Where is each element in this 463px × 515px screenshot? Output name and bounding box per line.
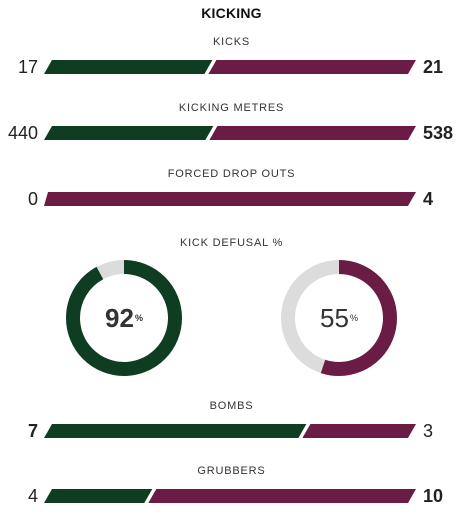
stat-label: KICKING METRES <box>178 102 285 114</box>
bar-svg <box>44 489 416 503</box>
donut-ring <box>281 260 397 376</box>
percent-number: 55 <box>320 302 349 333</box>
bar-svg <box>44 424 416 438</box>
comparison-bar <box>44 60 416 74</box>
comparison-bar <box>44 489 416 503</box>
away-bar-segment <box>208 60 416 74</box>
stat-kicks: KICKS 17 21 <box>0 36 463 86</box>
stat-label: BOMBS <box>209 400 254 412</box>
stat-forced-drop-outs: FORCED DROP OUTS 0 4 <box>0 168 463 218</box>
bar-svg <box>44 192 416 206</box>
away-value: 4 <box>423 189 434 209</box>
away-bar-segment <box>148 489 416 503</box>
percent-number: 92 <box>105 302 134 333</box>
away-bar-segment <box>44 192 416 206</box>
away-defusal-donut: 55% <box>279 258 399 378</box>
away-bar-segment <box>302 424 416 438</box>
home-value: 0 <box>27 189 38 209</box>
away-value: 3 <box>423 421 434 441</box>
percent-symbol: % <box>349 313 358 323</box>
stat-label: KICKS <box>212 36 250 48</box>
stat-grubbers: GRUBBERS 4 10 <box>0 465 463 515</box>
away-bar-segment <box>209 126 416 140</box>
home-bar-segment <box>44 424 307 438</box>
percent-symbol: % <box>134 313 143 323</box>
donut-ring <box>66 260 182 376</box>
donut-fill <box>66 260 182 376</box>
home-value: 4 <box>27 486 38 506</box>
stat-kicking-metres: KICKING METRES 440 538 <box>0 102 463 152</box>
away-value: 538 <box>423 123 454 143</box>
home-bar-segment <box>44 60 213 74</box>
stat-label: GRUBBERS <box>197 465 266 477</box>
home-bar-segment <box>44 489 153 503</box>
kick-defusal-title: KICK DEFUSAL % <box>179 237 284 249</box>
donut-fill <box>281 260 397 376</box>
stat-bombs: BOMBS 7 3 <box>0 400 463 450</box>
home-value: 7 <box>27 421 38 441</box>
away-defusal-value: 55% <box>279 258 399 378</box>
home-bar-segment <box>44 126 214 140</box>
away-value: 10 <box>423 486 444 506</box>
stat-label: FORCED DROP OUTS <box>167 168 296 180</box>
away-value: 21 <box>423 57 444 77</box>
section-title: KICKING <box>201 5 262 21</box>
bar-svg <box>44 60 416 74</box>
home-value: 440 <box>7 123 38 143</box>
comparison-bar <box>44 192 416 206</box>
home-defusal-donut: 92% <box>64 258 184 378</box>
bar-svg <box>44 126 416 140</box>
comparison-bar <box>44 424 416 438</box>
home-defusal-value: 92% <box>64 258 184 378</box>
home-value: 17 <box>17 57 38 77</box>
comparison-bar <box>44 126 416 140</box>
